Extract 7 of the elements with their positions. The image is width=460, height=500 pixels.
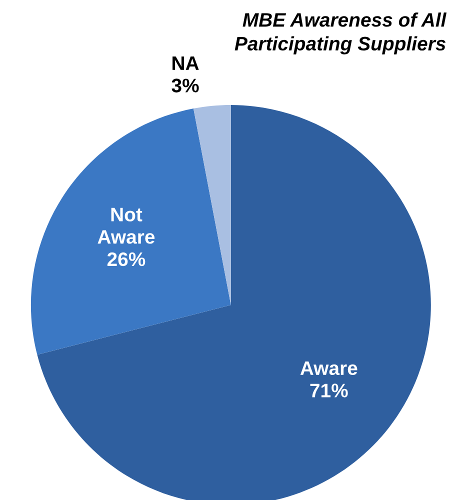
data-label: 26% bbox=[107, 252, 146, 266]
slice-label: NA bbox=[172, 56, 199, 70]
slice-label: Not Aware bbox=[98, 208, 155, 244]
data-label: 3% bbox=[172, 78, 199, 92]
slice-label: Aware bbox=[300, 361, 358, 376]
data-label: 71% bbox=[310, 384, 348, 398]
chart-title: MBE Awareness of All Participating Suppliers bbox=[234, 12, 447, 54]
